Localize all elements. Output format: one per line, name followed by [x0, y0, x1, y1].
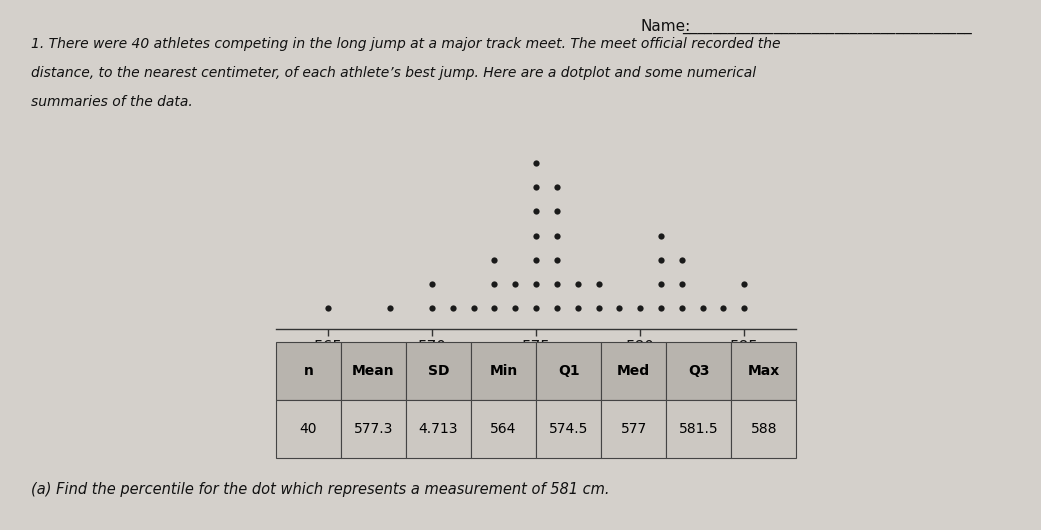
Text: (a) Find the percentile for the dot which represents a measurement of 581 cm.: (a) Find the percentile for the dot whic… — [31, 482, 610, 497]
Text: distance, to the nearest centimeter, of each athlete’s best jump. Here are a dot: distance, to the nearest centimeter, of … — [31, 66, 757, 80]
Text: summaries of the data.: summaries of the data. — [31, 95, 193, 109]
Text: 1. There were 40 athletes competing in the long jump at a major track meet. The : 1. There were 40 athletes competing in t… — [31, 37, 781, 51]
X-axis label: Long-jump distance (cm): Long-jump distance (cm) — [424, 363, 649, 377]
Text: Name:: Name: — [640, 19, 690, 33]
Text: ______________________________________: ______________________________________ — [682, 19, 971, 33]
